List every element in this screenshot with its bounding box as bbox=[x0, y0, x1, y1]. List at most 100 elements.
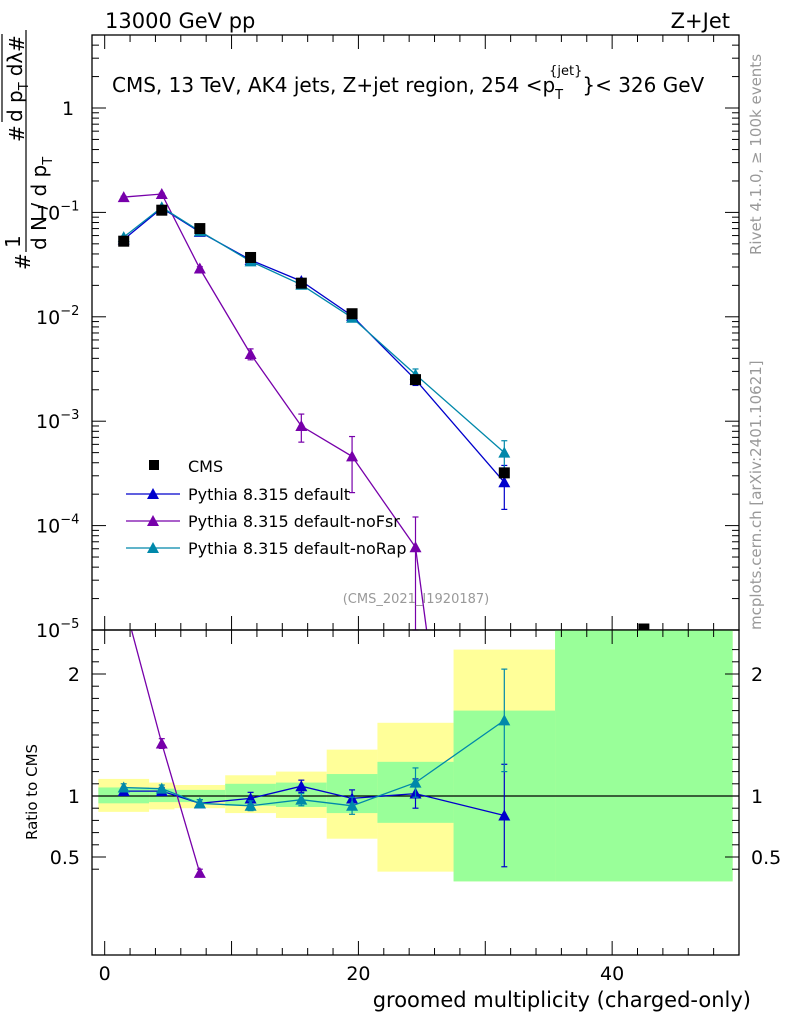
y-tick-exp: −5 bbox=[60, 617, 79, 632]
main-series-0 bbox=[117, 202, 511, 510]
ratio-y-tick-label-right: 1 bbox=[751, 786, 763, 808]
main-point bbox=[346, 450, 359, 462]
legend-label-norap: Pythia 8.315 default-noRap bbox=[188, 539, 406, 558]
data-point bbox=[194, 223, 206, 235]
ratio-y-tick-label: 2 bbox=[68, 664, 80, 686]
plot-title-sup: {jet} bbox=[549, 64, 582, 79]
ratio-point bbox=[155, 782, 168, 794]
ratio-series-line bbox=[123, 785, 505, 817]
ylabel-d2-tail: N bbox=[0, 82, 1, 97]
legend-label-default: Pythia 8.315 default bbox=[188, 485, 350, 504]
y-tick-base: 10 bbox=[36, 620, 60, 642]
legend-marker-default bbox=[147, 488, 159, 499]
side-label-top-wrap: Rivet 4.1.0, ≥ 100k events bbox=[747, 54, 765, 255]
side-label-top: Rivet 4.1.0, ≥ 100k events bbox=[747, 54, 765, 255]
y-tick-base: 10 bbox=[36, 411, 60, 433]
side-label-bottom-wrap: mcplots.cern.ch [arXiv:2401.10621] bbox=[747, 360, 765, 630]
ratio-point bbox=[244, 799, 257, 811]
y-tick-exp: −3 bbox=[60, 408, 79, 423]
data-point bbox=[118, 235, 130, 247]
svg-text:d N / d pT: d N / d pT bbox=[27, 157, 56, 250]
ratio-ticks: 0.5 0.5 1 1 2 2 bbox=[50, 649, 781, 870]
ylabel-d2: d bbox=[0, 105, 1, 118]
ratio-y-tick-label-right: 2 bbox=[751, 664, 763, 686]
main-point bbox=[155, 188, 168, 200]
main-point bbox=[409, 541, 422, 553]
ratio-ylabel: Ratio to CMS bbox=[23, 744, 41, 840]
ylabel-hash-2: # bbox=[5, 125, 29, 142]
x-tick-label: 40 bbox=[600, 963, 624, 985]
main-y-tick-label: 10−5 bbox=[36, 617, 79, 642]
main-series-line bbox=[123, 207, 505, 483]
y-tick-exp: −4 bbox=[60, 513, 79, 528]
y-axis-label: # 1 d N / d pT # d2N d pTdλ # bbox=[0, 30, 56, 270]
y-tick-exp: −2 bbox=[60, 304, 79, 319]
data-point bbox=[410, 374, 421, 386]
ylabel-one: 1 bbox=[1, 235, 25, 248]
data-point bbox=[295, 277, 307, 289]
header-energy-label: 13000 GeV pp bbox=[105, 9, 255, 33]
plot-title: CMS, 13 TeV, AK4 jets, Z+jet region, 254… bbox=[112, 64, 705, 103]
main-series-line bbox=[123, 206, 505, 454]
data-point bbox=[156, 204, 168, 216]
analysis-tag: (CMS_2021_I1920187) bbox=[343, 592, 490, 607]
ratio-point bbox=[409, 776, 422, 788]
data-point bbox=[638, 623, 650, 635]
main-point bbox=[498, 446, 511, 458]
ratio-series-1 bbox=[130, 629, 206, 878]
ylabel-dp-sub: T bbox=[17, 82, 32, 91]
y-tick-base: 10 bbox=[36, 516, 60, 538]
main-y-tick-label: 10−1 bbox=[36, 199, 79, 224]
y-tick-exp: −1 bbox=[60, 199, 79, 214]
svg-text:d2N: d2N bbox=[0, 82, 1, 118]
ylabel-hash-3: # bbox=[5, 35, 29, 52]
ratio-point bbox=[498, 809, 511, 821]
y-tick-base: 1 bbox=[62, 98, 74, 120]
ratio-series bbox=[117, 629, 511, 878]
main-point bbox=[244, 348, 257, 360]
ratio-y-tick-label: 1 bbox=[68, 786, 80, 808]
ratio-point bbox=[193, 866, 206, 878]
plot-title-main: CMS, 13 TeV, AK4 jets, Z+jet region, 254… bbox=[112, 73, 555, 97]
ratio-point bbox=[498, 714, 511, 726]
main-series-2 bbox=[117, 201, 511, 470]
ratio-y-tick-label-right: 0.5 bbox=[751, 847, 781, 869]
x-axis-label: groomed multiplicity (charged-only) bbox=[373, 988, 751, 1012]
main-y-tick-label: 10−4 bbox=[36, 513, 79, 538]
ratio-plot-frame bbox=[91, 629, 740, 956]
ratio-point bbox=[295, 793, 308, 805]
svg-text:d pTdλ: d pTdλ bbox=[3, 52, 32, 122]
ylabel-dl: dλ bbox=[3, 52, 27, 77]
ratio-point bbox=[295, 780, 308, 792]
main-point bbox=[193, 262, 206, 274]
x-tick-label: 0 bbox=[99, 963, 111, 985]
main-ticks: 10−510−410−310−210−11 bbox=[36, 34, 739, 642]
main-series-line bbox=[123, 193, 428, 631]
legend-marker-cms bbox=[149, 460, 159, 470]
ylabel-hash-1: # bbox=[11, 253, 35, 270]
x-ticks: 0 20 40 bbox=[99, 630, 715, 985]
legend-marker-norap bbox=[147, 542, 159, 553]
ratio-band-green bbox=[555, 630, 733, 882]
ratio-point bbox=[193, 797, 206, 809]
ylabel-dn: d N / d p bbox=[27, 165, 51, 250]
data-point bbox=[498, 467, 510, 479]
main-point bbox=[117, 191, 130, 203]
header-process-label: Z+Jet bbox=[671, 9, 730, 33]
data-point bbox=[245, 251, 257, 263]
main-y-tick-label: 1 bbox=[62, 98, 74, 120]
ratio-series-line bbox=[123, 719, 505, 807]
ratio-point bbox=[346, 799, 359, 811]
data-point bbox=[346, 308, 358, 320]
main-point bbox=[295, 419, 308, 431]
ratio-point bbox=[117, 781, 130, 793]
ratio-point bbox=[155, 737, 168, 749]
legend: CMS Pythia 8.315 default Pythia 8.315 de… bbox=[126, 457, 406, 558]
y-tick-base: 10 bbox=[36, 202, 60, 224]
x-tick-label: 20 bbox=[346, 963, 370, 985]
main-data-points bbox=[118, 204, 650, 635]
main-y-tick-label: 10−2 bbox=[36, 304, 79, 329]
plot-title-sub: T bbox=[554, 88, 563, 103]
ylabel-dp: d p bbox=[3, 90, 27, 122]
